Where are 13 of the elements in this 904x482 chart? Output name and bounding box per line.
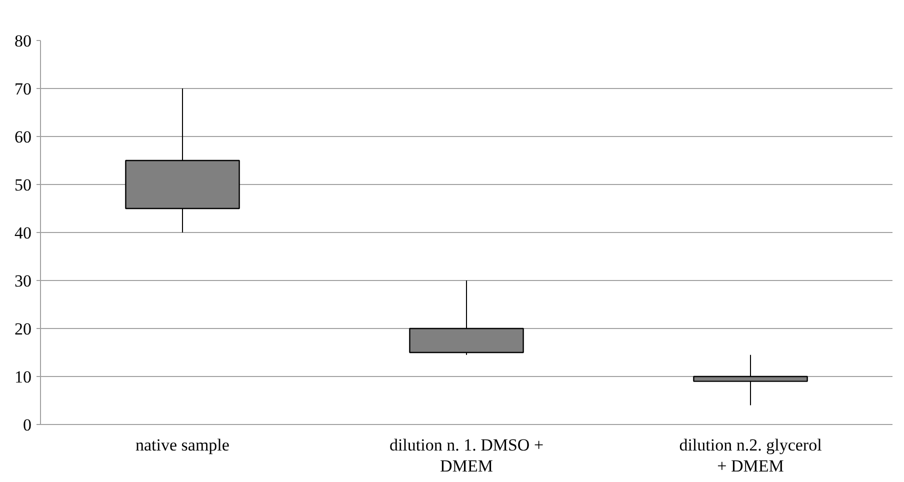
candlestick — [693, 354, 808, 406]
y-tick-label: 80 — [14, 32, 32, 50]
y-tick-label: 40 — [14, 224, 32, 242]
y-tick-label: 70 — [14, 80, 32, 98]
x-tick-label: native sample — [136, 436, 230, 454]
y-tick-label: 20 — [14, 320, 32, 338]
y-tick-label: 60 — [14, 128, 32, 146]
y-tick-label: 30 — [14, 272, 32, 290]
x-tick-label: dilution n.2. glycerol + DMEM — [679, 436, 822, 476]
y-tick-label: 10 — [14, 368, 32, 386]
x-tick-label: dilution n. 1. DMSO + DMEM — [389, 436, 544, 476]
y-tick-label: 50 — [14, 176, 32, 194]
y-tick-label: 0 — [23, 416, 32, 434]
